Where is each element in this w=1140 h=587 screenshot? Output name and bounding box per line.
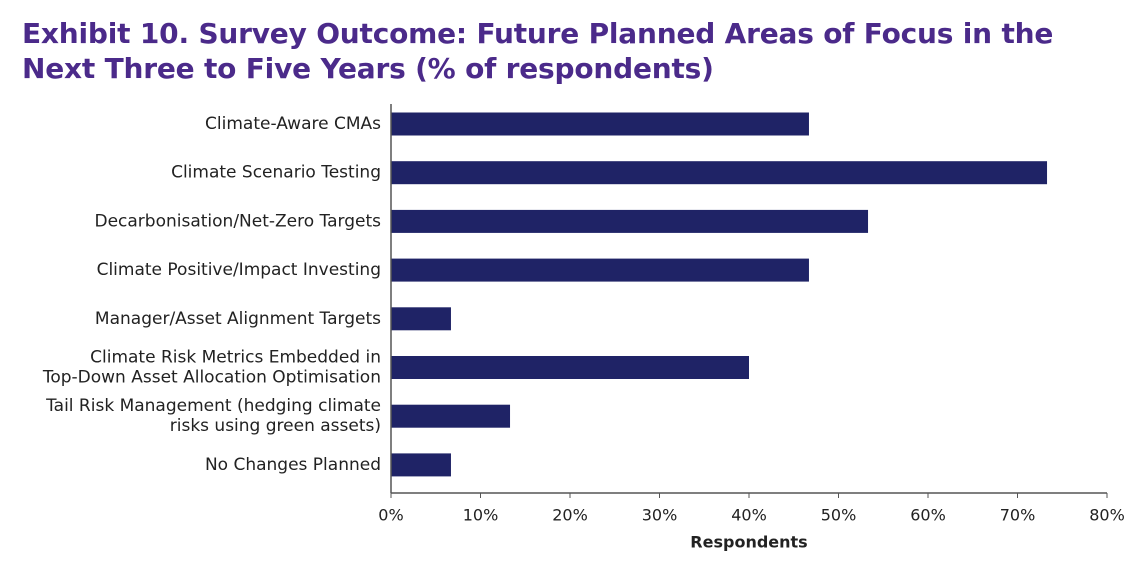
x-tick-label: 20% bbox=[552, 506, 588, 525]
category-label: Manager/Asset Alignment Targets bbox=[95, 309, 381, 329]
x-tick-label: 10% bbox=[463, 506, 499, 525]
category-label: Climate Positive/Impact Investing bbox=[97, 260, 381, 280]
category-label: Climate-Aware CMAs bbox=[205, 114, 381, 134]
bar bbox=[391, 258, 809, 282]
category-label: risks using green assets) bbox=[170, 416, 381, 436]
category-label: Climate Risk Metrics Embedded in bbox=[90, 348, 381, 368]
x-axis-title: Respondents bbox=[690, 533, 807, 552]
category-label: Climate Scenario Testing bbox=[171, 163, 381, 183]
bar bbox=[391, 112, 809, 136]
x-tick-label: 80% bbox=[1089, 506, 1125, 525]
x-tick-label: 40% bbox=[731, 506, 767, 525]
bar bbox=[391, 356, 749, 379]
bar bbox=[391, 209, 869, 233]
x-tick-label: 50% bbox=[821, 506, 857, 525]
chart-title: Exhibit 10. Survey Outcome: Future Plann… bbox=[22, 17, 1054, 85]
x-tick-label: 0% bbox=[378, 506, 403, 525]
bar bbox=[391, 404, 511, 428]
category-label: Tail Risk Management (hedging climate bbox=[45, 396, 381, 416]
x-tick-label: 60% bbox=[910, 506, 946, 525]
bar bbox=[391, 453, 451, 477]
x-tick-label: 70% bbox=[1000, 506, 1036, 525]
category-label: No Changes Planned bbox=[205, 455, 381, 475]
bar bbox=[391, 161, 1048, 185]
bar bbox=[391, 307, 451, 331]
category-label: Top-Down Asset Allocation Optimisation bbox=[42, 368, 381, 388]
x-tick-label: 30% bbox=[642, 506, 678, 525]
category-label: Decarbonisation/Net-Zero Targets bbox=[94, 211, 381, 231]
